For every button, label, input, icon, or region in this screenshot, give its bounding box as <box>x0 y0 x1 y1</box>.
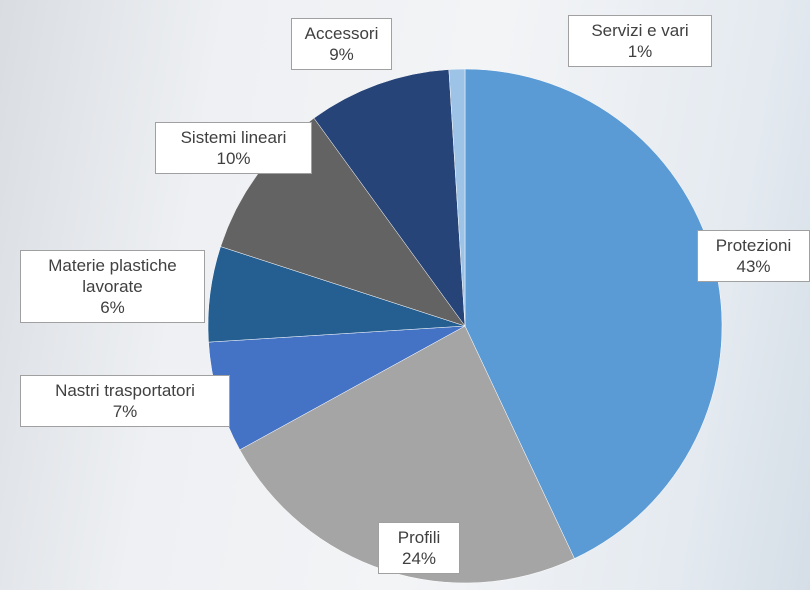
category-label: Accessori <box>304 24 379 43</box>
data-label: Nastri trasportatori 7% <box>20 375 230 427</box>
value-label: 1% <box>627 42 653 61</box>
category-label: Materie plastiche lavorate <box>48 256 177 296</box>
value-label: 7% <box>112 402 138 421</box>
category-label: Servizi e vari <box>591 21 689 40</box>
value-label: 43% <box>736 257 771 276</box>
data-label: Sistemi lineari 10% <box>155 122 312 174</box>
category-label: Profili <box>397 528 441 547</box>
data-label: Servizi e vari 1% <box>568 15 712 67</box>
value-label: 9% <box>329 45 354 64</box>
category-label: Protezioni <box>715 236 792 255</box>
value-label: 24% <box>401 549 437 568</box>
category-label: Nastri trasportatori <box>55 381 195 400</box>
data-label: Materie plastiche lavorate 6% <box>20 250 205 323</box>
data-label: Profili 24% <box>378 522 460 574</box>
data-label: Protezioni 43% <box>697 230 810 282</box>
pie-slice <box>448 68 466 327</box>
value-label: 10% <box>216 149 251 168</box>
pie-slice <box>313 69 466 327</box>
value-label: 6% <box>100 298 125 317</box>
category-label: Sistemi lineari <box>180 128 287 147</box>
data-label: Accessori 9% <box>291 18 392 70</box>
